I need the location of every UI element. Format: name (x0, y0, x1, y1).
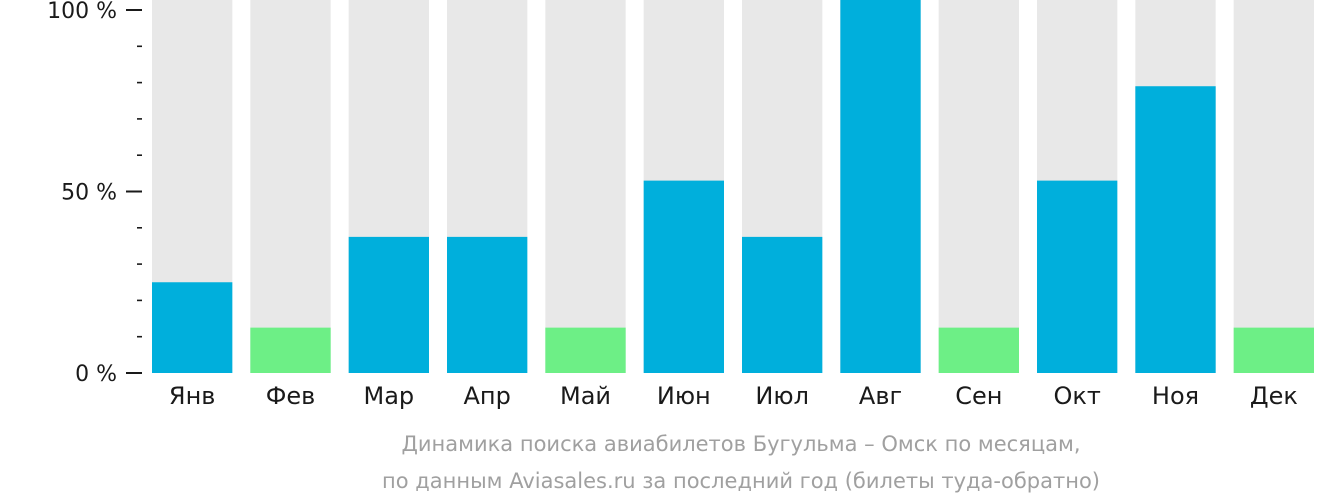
x-tick-label: Дек (1250, 382, 1298, 410)
bar-track (545, 0, 626, 373)
bar-track (1233, 0, 1314, 373)
bar-11 (1135, 86, 1216, 373)
x-tick-label: Апр (463, 382, 510, 410)
x-tick-label: Окт (1053, 382, 1100, 410)
x-tick-label: Фев (266, 382, 316, 410)
x-tick-label: Мар (364, 382, 415, 410)
x-tick-label: Июл (755, 382, 809, 410)
x-tick-label: Май (560, 382, 611, 410)
x-tick-label: Янв (169, 382, 216, 410)
bar-1 (152, 282, 233, 373)
bar-2 (250, 327, 331, 373)
bar-4 (447, 236, 528, 373)
x-tick-label: Авг (859, 382, 902, 410)
x-tick-label: Июн (657, 382, 711, 410)
y-tick-label: 50 % (61, 181, 117, 206)
bar-8 (840, 0, 921, 373)
bar-9 (938, 327, 1019, 373)
bar-12 (1233, 327, 1314, 373)
bar-6 (643, 180, 724, 373)
bar-7 (742, 236, 823, 373)
x-tick-label: Ноя (1152, 382, 1199, 410)
x-tick-label: Сен (955, 382, 1002, 410)
chart-caption-line-1: Динамика поиска авиабилетов Бугульма – О… (401, 432, 1080, 456)
x-axis: Янв Фев Мар Апр Май Июн Июл Авг Сен Окт Ноя Дек (169, 382, 1298, 410)
bars (152, 0, 1314, 373)
bar-track (250, 0, 331, 373)
bar-track (938, 0, 1019, 373)
bar-10 (1037, 180, 1118, 373)
y-tick-label: 0 % (75, 362, 117, 387)
chart-caption-line-2: по данным Aviasales.ru за последний год … (382, 469, 1100, 493)
bar-5 (545, 327, 626, 373)
y-tick-label: 100 % (47, 0, 117, 24)
y-axis: 0 % 50 % 100 % (47, 0, 142, 387)
bar-3 (348, 236, 429, 373)
